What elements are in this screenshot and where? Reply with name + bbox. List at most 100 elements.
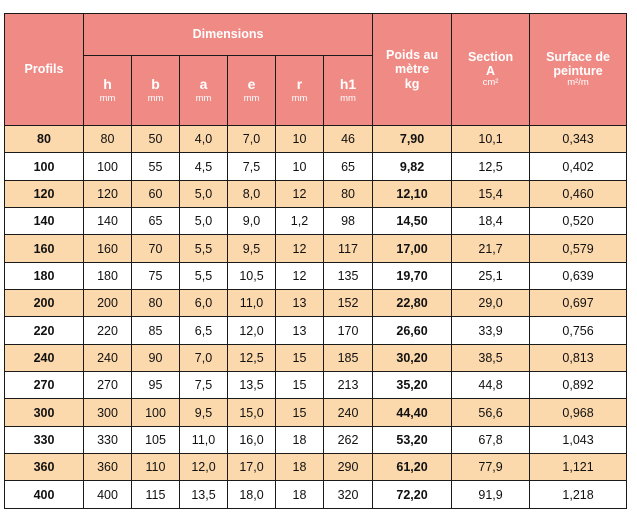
- cell-a: 5,0: [179, 179, 228, 209]
- cell-r: 15: [275, 398, 324, 427]
- cell-poids: 44,40: [372, 398, 453, 427]
- header-dim-r: r mm: [275, 55, 324, 126]
- cell-poids: 26,60: [372, 316, 453, 345]
- cell-h: 160: [83, 234, 132, 263]
- cell-section: 21,7: [451, 234, 531, 263]
- cell-profil: 300: [4, 398, 84, 427]
- cell-surface: 0,402: [529, 152, 628, 181]
- cell-surface: 0,343: [529, 124, 628, 154]
- cell-h1: 98: [322, 207, 374, 236]
- cell-e: 18,0: [227, 480, 276, 509]
- cell-profil: 270: [4, 371, 84, 400]
- cell-profil: 240: [4, 343, 84, 373]
- cell-poids: 61,20: [372, 453, 453, 482]
- cell-b: 55: [131, 152, 180, 181]
- cell-section: 29,0: [451, 289, 531, 318]
- cell-b: 115: [131, 480, 180, 509]
- cell-a: 5,5: [179, 234, 228, 263]
- cell-h1: 135: [322, 261, 374, 291]
- table-row: 270 270 95 7,5 13,5 15 213 35,20 44,8 0,892: [4, 371, 628, 400]
- cell-r: 13: [275, 316, 324, 345]
- table-row: 80 80 50 4,0 7,0 10 46 7,90 10,1 0,343: [4, 124, 628, 154]
- cell-h: 300: [83, 398, 132, 427]
- dim-unit: mm: [195, 93, 212, 105]
- cell-section: 12,5: [451, 152, 531, 181]
- cell-poids: 9,82: [372, 152, 453, 181]
- table-row: 360 360 110 12,0 17,0 18 290 61,20 77,9 1,121: [4, 453, 628, 482]
- header-profils: Profils: [4, 13, 84, 126]
- cell-h1: 46: [322, 124, 374, 154]
- cell-b: 50: [131, 124, 180, 154]
- cell-surface: 0,697: [529, 289, 628, 318]
- cell-b: 95: [131, 371, 180, 400]
- cell-poids: 72,20: [372, 480, 453, 509]
- table-row: 160 160 70 5,5 9,5 12 117 17,00 21,7 0,579: [4, 234, 628, 263]
- cell-poids: 7,90: [372, 124, 453, 154]
- cell-a: 7,5: [179, 371, 228, 400]
- cell-h1: 152: [322, 289, 374, 318]
- cell-poids: 35,20: [372, 371, 453, 400]
- cell-section: 77,9: [451, 453, 531, 482]
- dim-symbol: h1: [339, 75, 357, 92]
- header-poids: Poids au mètre kg: [372, 13, 453, 126]
- cell-h: 100: [83, 152, 132, 181]
- cell-b: 100: [131, 398, 180, 427]
- cell-r: 18: [275, 425, 324, 455]
- cell-profil: 220: [4, 316, 84, 345]
- cell-a: 12,0: [179, 453, 228, 482]
- header-surface-line2: peinture: [553, 64, 603, 79]
- cell-section: 38,5: [451, 343, 531, 373]
- cell-profil: 400: [4, 480, 84, 509]
- cell-e: 11,0: [227, 289, 276, 318]
- cell-a: 5,5: [179, 261, 228, 291]
- cell-e: 15,0: [227, 398, 276, 427]
- cell-e: 12,5: [227, 343, 276, 373]
- dim-unit: mm: [147, 93, 164, 105]
- cell-poids: 30,20: [372, 343, 453, 373]
- cell-h: 220: [83, 316, 132, 345]
- cell-h: 240: [83, 343, 132, 373]
- cell-section: 44,8: [451, 371, 531, 400]
- cell-profil: 80: [4, 124, 84, 154]
- table-row: 140 140 65 5,0 9,0 1,2 98 14,50 18,4 0,520: [4, 207, 628, 236]
- cell-profil: 200: [4, 289, 84, 318]
- cell-a: 4,5: [179, 152, 228, 181]
- cell-r: 12: [275, 179, 324, 209]
- cell-r: 12: [275, 261, 324, 291]
- cell-e: 7,0: [227, 124, 276, 154]
- cell-e: 17,0: [227, 453, 276, 482]
- cell-a: 7,0: [179, 343, 228, 373]
- cell-h: 200: [83, 289, 132, 318]
- cell-h: 140: [83, 207, 132, 236]
- cell-r: 18: [275, 453, 324, 482]
- header-poids-line3: kg: [404, 76, 420, 91]
- cell-surface: 0,639: [529, 261, 628, 291]
- cell-surface: 0,520: [529, 207, 628, 236]
- cell-surface: 1,121: [529, 453, 628, 482]
- header-section: Section A cm²: [451, 13, 531, 126]
- header-section-line1: Section: [467, 49, 514, 64]
- cell-r: 10: [275, 124, 324, 154]
- cell-profil: 330: [4, 425, 84, 455]
- cell-h1: 320: [322, 480, 374, 509]
- cell-surface: 0,460: [529, 179, 628, 209]
- cell-b: 75: [131, 261, 180, 291]
- cell-e: 12,0: [227, 316, 276, 345]
- table-row: 120 120 60 5,0 8,0 12 80 12,10 15,4 0,460: [4, 179, 628, 209]
- cell-r: 13: [275, 289, 324, 318]
- cell-a: 6,0: [179, 289, 228, 318]
- cell-a: 11,0: [179, 425, 228, 455]
- cell-h: 180: [83, 261, 132, 291]
- cell-r: 1,2: [275, 207, 324, 236]
- table-row: 100 100 55 4,5 7,5 10 65 9,82 12,5 0,402: [4, 152, 628, 181]
- cell-profil: 160: [4, 234, 84, 263]
- header-section-line2: A: [486, 64, 496, 79]
- cell-section: 56,6: [451, 398, 531, 427]
- cell-b: 105: [131, 425, 180, 455]
- table-body: 80 80 50 4,0 7,0 10 46 7,90 10,1 0,343 100 100 55 4,5…: [4, 124, 628, 509]
- cell-h: 400: [83, 480, 132, 509]
- cell-h1: 240: [322, 398, 374, 427]
- cell-poids: 53,20: [372, 425, 453, 455]
- cell-a: 6,5: [179, 316, 228, 345]
- dim-symbol: e: [247, 75, 256, 92]
